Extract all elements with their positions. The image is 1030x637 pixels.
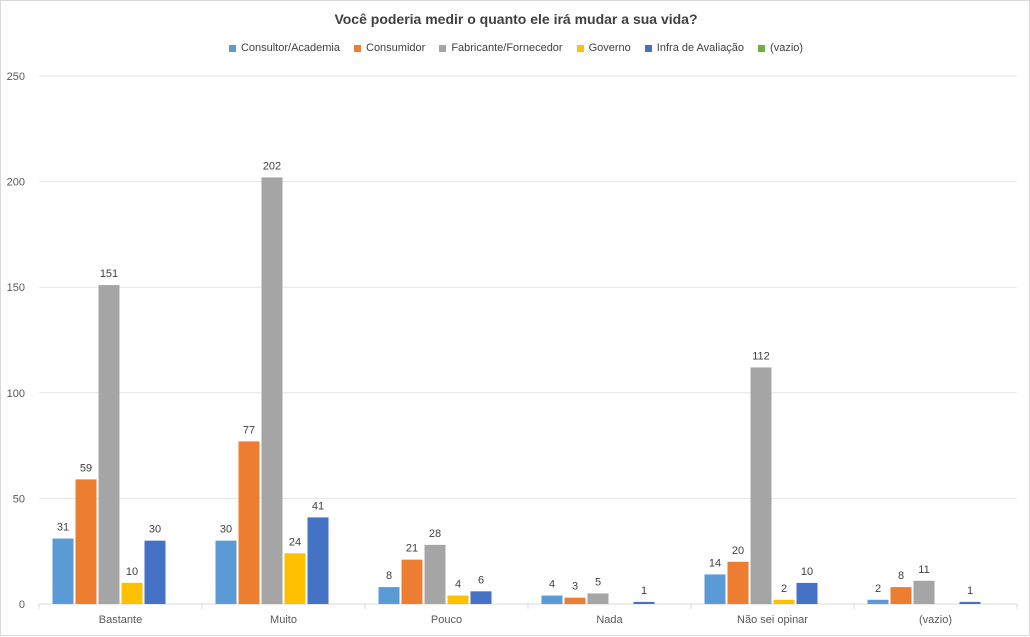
data-label: 112 — [752, 350, 770, 362]
legend-swatch — [439, 44, 447, 52]
chart-legend: Consultor/Academia Consumidor Fabricante/F… — [1, 42, 1030, 54]
legend-item: Fabricante/Fornecedor — [439, 42, 563, 54]
x-tick-label: Nada — [596, 614, 623, 626]
bar — [447, 595, 469, 604]
bar — [75, 479, 97, 604]
bar — [633, 601, 655, 604]
bar — [564, 597, 586, 604]
legend-label: Consumidor — [366, 42, 426, 54]
bar — [890, 587, 912, 604]
y-tick-label: 100 — [7, 388, 25, 400]
bar — [959, 601, 981, 604]
y-tick-label: 150 — [7, 282, 25, 294]
data-label: 21 — [406, 543, 418, 555]
data-label: 2 — [781, 583, 787, 595]
bar — [541, 595, 563, 604]
data-label: 41 — [312, 500, 324, 512]
data-label: 77 — [243, 424, 255, 436]
data-label: 59 — [80, 462, 92, 474]
data-label: 3 — [572, 581, 578, 593]
bar — [238, 441, 260, 604]
bar — [704, 574, 726, 604]
bar — [261, 177, 283, 604]
bar — [470, 591, 492, 604]
data-label: 30 — [220, 524, 232, 536]
bar — [401, 559, 423, 604]
data-label: 11 — [918, 564, 929, 576]
data-label: 14 — [709, 557, 721, 569]
legend-label: Governo — [588, 42, 631, 54]
y-tick-label: 250 — [7, 71, 25, 83]
legend-label: (vazio) — [770, 42, 804, 54]
bar — [284, 553, 306, 604]
bar — [796, 582, 818, 604]
data-label: 10 — [126, 566, 138, 578]
bar — [727, 561, 749, 604]
data-label: 20 — [732, 545, 744, 557]
bar — [913, 580, 935, 604]
legend-label: Fabricante/Fornecedor — [451, 42, 563, 54]
bar — [750, 367, 772, 604]
legend-swatch — [228, 44, 236, 52]
bar — [98, 285, 120, 604]
data-label: 8 — [386, 570, 392, 582]
data-label: 4 — [455, 579, 461, 591]
legend-swatch — [354, 44, 361, 52]
legend-label: Infra de Avaliação — [656, 42, 745, 54]
legend-item: Consultor/Academia — [228, 42, 340, 54]
legend-swatch — [576, 44, 584, 52]
legend-label: Consultor/Academia — [240, 42, 340, 54]
x-tick-label: (vazio) — [919, 614, 952, 626]
bar — [773, 599, 795, 604]
data-label: 151 — [100, 268, 118, 280]
data-label: 24 — [289, 536, 301, 548]
x-tick-label: Pouco — [431, 614, 462, 626]
data-label: 4 — [549, 579, 555, 591]
data-label: 6 — [478, 574, 484, 586]
bar — [144, 540, 166, 604]
y-tick-label: 200 — [7, 177, 25, 189]
data-label: 2 — [875, 583, 881, 595]
bar — [424, 544, 446, 604]
data-label: 8 — [898, 570, 904, 582]
legend-item: (vazio) — [758, 42, 803, 54]
bar — [52, 538, 74, 604]
chart-title: Você poderia medir o quanto ele irá muda… — [334, 11, 698, 27]
y-tick-label: 50 — [13, 493, 25, 505]
legend-swatch — [758, 44, 766, 52]
data-label: 5 — [595, 576, 601, 588]
data-label: 1 — [641, 585, 647, 597]
legend-item: Consumidor — [354, 42, 425, 54]
data-label: 31 — [57, 522, 69, 534]
legend-swatch — [644, 44, 652, 52]
legend-item: Infra de Avaliação — [644, 42, 745, 54]
bar — [215, 540, 237, 604]
data-label: 28 — [429, 528, 441, 540]
bar — [121, 582, 143, 604]
x-tick-label: Muito — [270, 614, 297, 626]
data-label: 1 — [967, 585, 973, 597]
y-tick-label: 0 — [19, 599, 25, 611]
data-label: 10 — [801, 566, 813, 578]
data-label: 202 — [263, 160, 281, 172]
bar — [587, 593, 609, 604]
x-tick-label: Não sei opinar — [737, 614, 808, 626]
bar — [867, 599, 889, 604]
legend-item: Governo — [576, 42, 631, 54]
data-label: 30 — [149, 524, 161, 536]
x-tick-label: Bastante — [99, 614, 142, 626]
bar — [378, 587, 400, 604]
bar — [307, 517, 329, 604]
